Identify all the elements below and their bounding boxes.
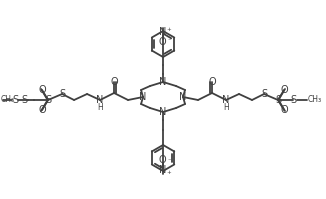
Text: N: N: [159, 77, 167, 87]
Text: O: O: [158, 155, 166, 165]
Text: +: +: [167, 26, 171, 31]
Text: S: S: [59, 89, 65, 99]
Text: ⁻: ⁻: [167, 38, 171, 44]
Text: N: N: [222, 96, 230, 105]
Text: N: N: [96, 96, 104, 105]
Text: S: S: [261, 89, 267, 99]
Text: O: O: [280, 85, 288, 95]
Text: N: N: [159, 26, 167, 37]
Text: N: N: [159, 166, 167, 176]
Text: H: H: [97, 103, 103, 112]
Text: S: S: [21, 95, 27, 105]
Text: CH₃: CH₃: [308, 96, 322, 104]
Text: O: O: [38, 105, 46, 115]
Text: O: O: [110, 77, 118, 87]
Text: H: H: [223, 103, 229, 112]
Text: S: S: [290, 95, 296, 105]
Text: N: N: [139, 92, 147, 102]
Text: O: O: [38, 85, 46, 95]
Text: S: S: [275, 95, 281, 105]
Text: N: N: [179, 92, 187, 102]
Text: S: S: [45, 95, 51, 105]
Text: S: S: [12, 95, 18, 105]
Text: O: O: [280, 105, 288, 115]
Text: O: O: [158, 37, 166, 47]
Text: ⁻: ⁻: [167, 158, 171, 164]
Text: N: N: [159, 107, 167, 117]
Text: O: O: [208, 77, 216, 87]
Text: +: +: [167, 171, 171, 176]
Text: CH₃: CH₃: [1, 96, 15, 104]
